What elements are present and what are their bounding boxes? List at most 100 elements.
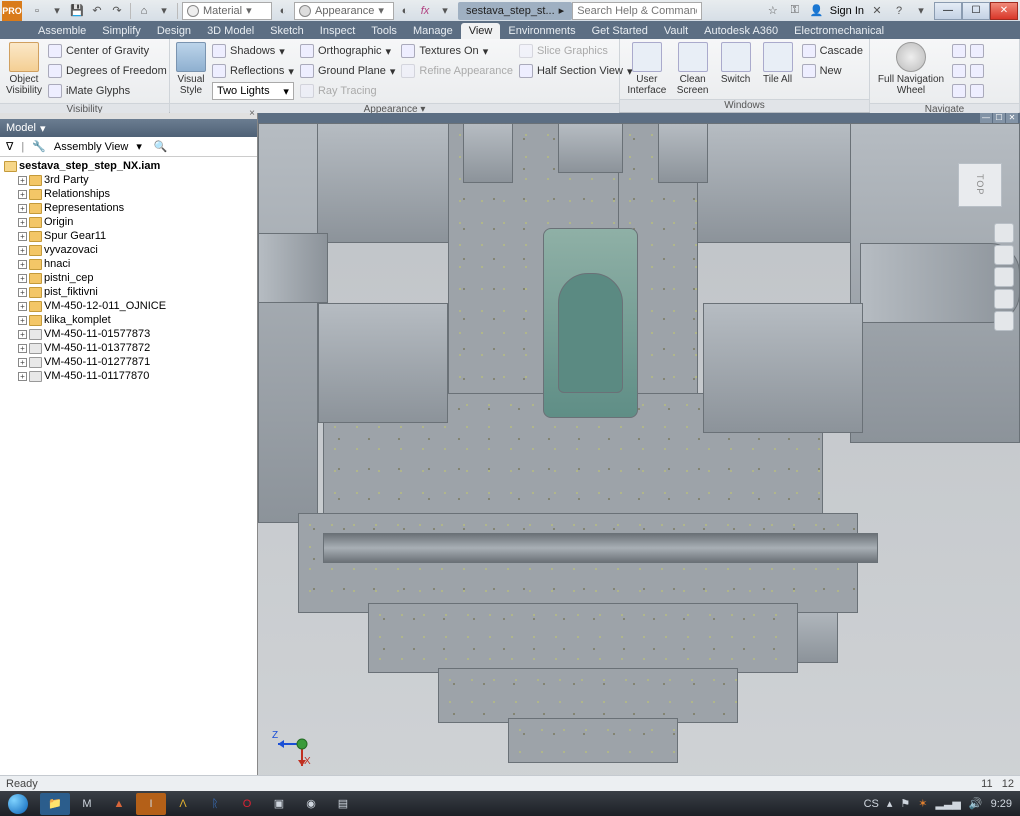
tab-assemble[interactable]: Assemble: [30, 23, 94, 39]
doc-icon[interactable]: ▤: [328, 793, 358, 815]
tab-view[interactable]: View: [461, 23, 501, 39]
viewport-window-controls[interactable]: —☐✕: [980, 113, 1018, 123]
object-visibility-button[interactable]: Object Visibility: [6, 42, 42, 96]
tree-item[interactable]: +VM-450-11-01577873: [0, 327, 257, 341]
expand-icon[interactable]: +: [18, 372, 27, 381]
home-dropdown-icon[interactable]: ▾: [155, 2, 173, 20]
tab-autodesk-a360[interactable]: Autodesk A360: [696, 23, 786, 39]
minimize-button[interactable]: —: [934, 2, 962, 20]
expand-icon[interactable]: +: [18, 274, 27, 283]
orthographic-button[interactable]: Orthographic▾: [300, 42, 395, 60]
expand-icon[interactable]: +: [18, 288, 27, 297]
signin-icon[interactable]: 👤: [808, 2, 826, 20]
tree-item[interactable]: +VM-450-12-011_OJNICE: [0, 299, 257, 313]
qat-more-icon[interactable]: ▾: [436, 2, 454, 20]
close-doc-icon[interactable]: ✕: [868, 2, 886, 20]
app-a-icon[interactable]: Λ: [168, 793, 198, 815]
half-section-button[interactable]: Half Section View▾: [519, 62, 633, 80]
signin-label[interactable]: Sign In: [830, 5, 864, 17]
key-icon[interactable]: ⚿: [786, 2, 804, 20]
document-tab[interactable]: sestava_step_st... ▸: [458, 2, 572, 20]
orbit-button[interactable]: [952, 62, 984, 80]
appearance-combo[interactable]: Appearance ▾: [294, 2, 394, 20]
new-window-button[interactable]: New: [802, 62, 863, 80]
imate-glyphs-button[interactable]: iMate Glyphs: [48, 82, 167, 100]
home-view-button[interactable]: [952, 82, 984, 100]
tile-all-button[interactable]: Tile All: [760, 42, 796, 85]
tray-signal-icon[interactable]: ▂▃▅: [935, 797, 960, 810]
expand-icon[interactable]: +: [18, 218, 27, 227]
expand-icon[interactable]: +: [18, 302, 27, 311]
help-dropdown-icon[interactable]: ▾: [912, 2, 930, 20]
tab-environments[interactable]: Environments: [500, 23, 583, 39]
tree-item[interactable]: +pist_fiktivni: [0, 285, 257, 299]
material-combo[interactable]: Material ▾: [182, 2, 272, 20]
tab-tools[interactable]: Tools: [363, 23, 405, 39]
switch-button[interactable]: Switch: [718, 42, 754, 85]
tray-clock[interactable]: 9:29: [991, 798, 1012, 810]
expand-icon[interactable]: +: [18, 176, 27, 185]
center-of-gravity-button[interactable]: Center of Gravity: [48, 42, 167, 60]
open-icon[interactable]: ▾: [48, 2, 66, 20]
material-picker-icon[interactable]: ◐: [274, 2, 292, 20]
app-m-icon[interactable]: M: [72, 793, 102, 815]
nav-zoom-icon[interactable]: [994, 267, 1014, 287]
shadows-button[interactable]: Shadows▾: [212, 42, 294, 60]
nav-lookat-icon[interactable]: [994, 311, 1014, 331]
app-icon[interactable]: PRO: [2, 1, 22, 21]
tab-manage[interactable]: Manage: [405, 23, 461, 39]
tab-vault[interactable]: Vault: [656, 23, 696, 39]
save-icon[interactable]: 💾: [68, 2, 86, 20]
tree-item[interactable]: +Origin: [0, 215, 257, 229]
cascade-button[interactable]: Cascade: [802, 42, 863, 60]
model-tree[interactable]: sestava_step_step_NX.iam+3rd Party+Relat…: [0, 157, 257, 791]
tree-item[interactable]: +VM-450-11-01177870: [0, 369, 257, 383]
reflections-button[interactable]: Reflections▾: [212, 62, 294, 80]
nav-orbit-icon[interactable]: [994, 289, 1014, 309]
expand-icon[interactable]: +: [18, 330, 27, 339]
expand-icon[interactable]: +: [18, 190, 27, 199]
tab-electromechanical[interactable]: Electromechanical: [786, 23, 892, 39]
tree-item[interactable]: +vyvazovaci: [0, 243, 257, 257]
maximize-button[interactable]: ☐: [962, 2, 990, 20]
expand-icon[interactable]: +: [18, 260, 27, 269]
assembly-view-label[interactable]: Assembly View: [54, 141, 128, 153]
tree-item[interactable]: +VM-450-11-01277871: [0, 355, 257, 369]
undo-icon[interactable]: ↶: [88, 2, 106, 20]
tab-3d-model[interactable]: 3D Model: [199, 23, 262, 39]
viewport[interactable]: —☐✕: [258, 113, 1020, 791]
fx-icon[interactable]: fx: [416, 2, 434, 20]
tree-item[interactable]: +Relationships: [0, 187, 257, 201]
expand-icon[interactable]: +: [18, 344, 27, 353]
inventor-icon[interactable]: I: [136, 793, 166, 815]
explorer-icon[interactable]: 📁: [40, 793, 70, 815]
close-button[interactable]: ✕: [990, 2, 1018, 20]
start-button[interactable]: [0, 791, 36, 816]
tree-item[interactable]: +hnaci: [0, 257, 257, 271]
pan-button[interactable]: [952, 42, 984, 60]
redo-icon[interactable]: ↷: [108, 2, 126, 20]
home-icon[interactable]: ⌂: [135, 2, 153, 20]
tree-item[interactable]: +klika_komplet: [0, 313, 257, 327]
star-icon[interactable]: ☆: [764, 2, 782, 20]
search-input[interactable]: [572, 2, 702, 20]
visual-style-button[interactable]: Visual Style: [176, 42, 206, 96]
pane-close-icon[interactable]: [0, 113, 257, 119]
nav-bar[interactable]: [994, 223, 1014, 331]
expand-icon[interactable]: +: [18, 316, 27, 325]
expand-icon[interactable]: +: [18, 358, 27, 367]
tab-simplify[interactable]: Simplify: [94, 23, 149, 39]
clean-screen-button[interactable]: Clean Screen: [674, 42, 712, 96]
expand-icon[interactable]: +: [18, 204, 27, 213]
tray-lang[interactable]: CS: [864, 798, 879, 810]
lights-combo[interactable]: Two Lights▾: [212, 82, 294, 100]
tree-root[interactable]: sestava_step_step_NX.iam: [0, 159, 257, 173]
expand-icon[interactable]: +: [18, 246, 27, 255]
tab-get-started[interactable]: Get Started: [584, 23, 656, 39]
view-cube[interactable]: TOP: [958, 163, 1002, 207]
tree-item[interactable]: +3rd Party: [0, 173, 257, 187]
nav-wheel-mini-icon[interactable]: [994, 223, 1014, 243]
nav-pan-icon[interactable]: [994, 245, 1014, 265]
app-sq-icon[interactable]: ▣: [264, 793, 294, 815]
tab-design[interactable]: Design: [149, 23, 199, 39]
